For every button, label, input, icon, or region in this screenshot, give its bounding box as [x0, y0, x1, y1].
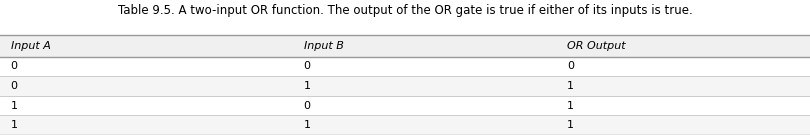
Text: Input B: Input B: [304, 41, 343, 51]
Text: 1: 1: [304, 81, 311, 91]
Bar: [0, 76, 810, 96]
Text: 1: 1: [567, 120, 574, 130]
Text: Table 9.5. A two-input OR function. The output of the OR gate is true if either : Table 9.5. A two-input OR function. The …: [117, 4, 693, 17]
Text: 1: 1: [304, 120, 311, 130]
Text: 1: 1: [567, 101, 574, 111]
Text: 0: 0: [304, 61, 311, 72]
Text: OR Output: OR Output: [567, 41, 625, 51]
Bar: [0, 57, 810, 76]
Bar: [0, 96, 810, 115]
Text: 0: 0: [11, 81, 18, 91]
Text: 0: 0: [567, 61, 574, 72]
Bar: [0, 35, 810, 57]
Text: 1: 1: [11, 101, 18, 111]
Bar: [0, 115, 810, 135]
Text: 1: 1: [11, 120, 18, 130]
Text: 0: 0: [11, 61, 18, 72]
Text: 1: 1: [567, 81, 574, 91]
Text: 0: 0: [304, 101, 311, 111]
Text: Input A: Input A: [11, 41, 50, 51]
